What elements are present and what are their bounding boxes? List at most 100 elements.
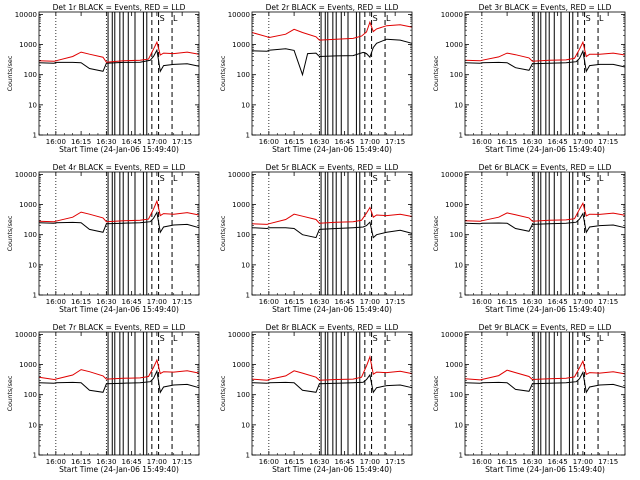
y-tick-label: 1000 <box>19 41 37 49</box>
x-tick-label: 17:15 <box>172 458 192 466</box>
x-tick-label: 16:45 <box>548 298 568 306</box>
top-mark-s: S <box>373 174 378 183</box>
top-mark-l: L <box>386 14 391 23</box>
x-tick-label: 16:45 <box>122 298 142 306</box>
series-red-lld <box>464 202 626 222</box>
x-tick-label: 16:00 <box>472 458 492 466</box>
panel-2: Det 2r BLACK = Events, RED = LLD S L 1 10 100… <box>219 3 413 154</box>
x-axis-label: Start Time (24-Jan-06 15:49:40) <box>272 465 392 474</box>
x-tick-label: 16:15 <box>284 138 304 146</box>
y-axis-label: Counts/sec <box>219 375 227 411</box>
x-tick-label: 16:30 <box>96 138 116 146</box>
panel-4: Det 4r BLACK = Events, RED = LLD S L 1 10 100… <box>6 163 200 314</box>
y-tick-label: 100 <box>450 71 463 79</box>
series-black-events <box>464 370 626 394</box>
y-tick-label: 10 <box>28 261 37 269</box>
x-tick-label: 16:30 <box>522 458 542 466</box>
x-tick-label: 17:15 <box>385 138 405 146</box>
top-mark-s: S <box>373 14 378 23</box>
y-tick-label: 10000 <box>15 331 37 339</box>
series-red-lld <box>251 206 413 225</box>
x-tick-label: 16:45 <box>335 298 355 306</box>
y-tick-label: 1 <box>33 452 37 460</box>
y-tick-label: 1 <box>33 132 37 140</box>
y-tick-label: 1 <box>246 132 250 140</box>
y-tick-label: 1 <box>459 292 463 300</box>
x-tick-label: 16:00 <box>46 138 66 146</box>
y-tick-label: 1000 <box>19 201 37 209</box>
panel-title: Det 8r BLACK = Events, RED = LLD <box>266 323 399 332</box>
y-tick-label: 10 <box>241 101 250 109</box>
series-black-events <box>38 369 200 394</box>
x-tick-label: 16:15 <box>71 298 91 306</box>
plot-frame <box>464 11 626 136</box>
top-mark-s: S <box>586 334 591 343</box>
x-tick-label: 16:15 <box>284 458 304 466</box>
top-mark-l: L <box>173 174 178 183</box>
x-tick-label: 16:30 <box>309 458 329 466</box>
x-axis-label: Start Time (24-Jan-06 15:49:40) <box>272 305 392 314</box>
x-tick-label: 17:00 <box>573 458 593 466</box>
y-tick-label: 1000 <box>445 201 463 209</box>
x-tick-label: 17:15 <box>598 298 618 306</box>
panel-title: Det 6r BLACK = Events, RED = LLD <box>479 163 612 172</box>
panel-5: Det 5r BLACK = Events, RED = LLD S L 1 10 100… <box>219 163 413 314</box>
top-mark-s: S <box>160 14 165 23</box>
x-tick-label: 17:15 <box>598 458 618 466</box>
series-black-events <box>464 49 626 73</box>
x-tick-label: 16:30 <box>96 298 116 306</box>
y-axis-label: Counts/sec <box>6 215 14 251</box>
y-tick-label: 10000 <box>15 11 37 19</box>
x-tick-label: 16:45 <box>335 458 355 466</box>
x-tick-label: 17:00 <box>147 298 167 306</box>
x-tick-label: 16:15 <box>497 298 517 306</box>
y-tick-label: 10000 <box>441 11 463 19</box>
x-tick-label: 16:45 <box>122 138 142 146</box>
y-axis-label: Counts/sec <box>432 375 440 411</box>
series-black-events <box>38 210 200 234</box>
x-tick-label: 17:00 <box>147 458 167 466</box>
x-tick-label: 16:15 <box>71 138 91 146</box>
x-tick-label: 16:00 <box>46 458 66 466</box>
y-tick-label: 10000 <box>15 171 37 179</box>
y-tick-label: 1000 <box>19 361 37 369</box>
series-red-lld <box>38 358 200 381</box>
y-tick-label: 10000 <box>228 11 250 19</box>
y-tick-label: 10000 <box>228 331 250 339</box>
top-mark-l: L <box>599 14 604 23</box>
y-axis-label: Counts/sec <box>432 215 440 251</box>
top-mark-s: S <box>160 174 165 183</box>
x-axis-label: Start Time (24-Jan-06 15:49:40) <box>485 145 605 154</box>
series-black-events <box>38 48 200 73</box>
panel-title: Det 7r BLACK = Events, RED = LLD <box>53 323 186 332</box>
top-mark-s: S <box>160 334 165 343</box>
plot-frame <box>251 331 413 456</box>
x-tick-label: 17:00 <box>573 298 593 306</box>
x-tick-label: 17:00 <box>573 138 593 146</box>
series-black-events <box>464 212 626 234</box>
x-tick-label: 16:30 <box>522 138 542 146</box>
series-red-lld <box>251 354 413 381</box>
y-tick-label: 100 <box>237 231 250 239</box>
panel-3: Det 3r BLACK = Events, RED = LLD S L 1 10 100… <box>432 3 626 154</box>
x-tick-label: 16:30 <box>96 458 116 466</box>
top-mark-s: S <box>586 174 591 183</box>
top-mark-l: L <box>173 334 178 343</box>
y-axis-label: Counts/sec <box>219 55 227 91</box>
y-tick-label: 10 <box>241 421 250 429</box>
x-tick-label: 17:15 <box>385 298 405 306</box>
x-tick-label: 16:00 <box>472 138 492 146</box>
panel-7: Det 7r BLACK = Events, RED = LLD S L 1 10 100… <box>6 323 200 474</box>
x-axis-label: Start Time (24-Jan-06 15:49:40) <box>485 305 605 314</box>
panel-1: Det 1r BLACK = Events, RED = LLD S L 1 10 100… <box>6 3 200 154</box>
x-tick-label: 16:00 <box>259 458 279 466</box>
y-tick-label: 10 <box>454 101 463 109</box>
panel-title: Det 4r BLACK = Events, RED = LLD <box>53 163 186 172</box>
y-tick-label: 10 <box>241 261 250 269</box>
y-tick-label: 10 <box>28 421 37 429</box>
y-tick-label: 10000 <box>441 171 463 179</box>
y-axis-label: Counts/sec <box>432 55 440 91</box>
y-axis-label: Counts/sec <box>6 55 14 91</box>
series-red-lld <box>38 199 200 223</box>
y-tick-label: 10 <box>28 101 37 109</box>
